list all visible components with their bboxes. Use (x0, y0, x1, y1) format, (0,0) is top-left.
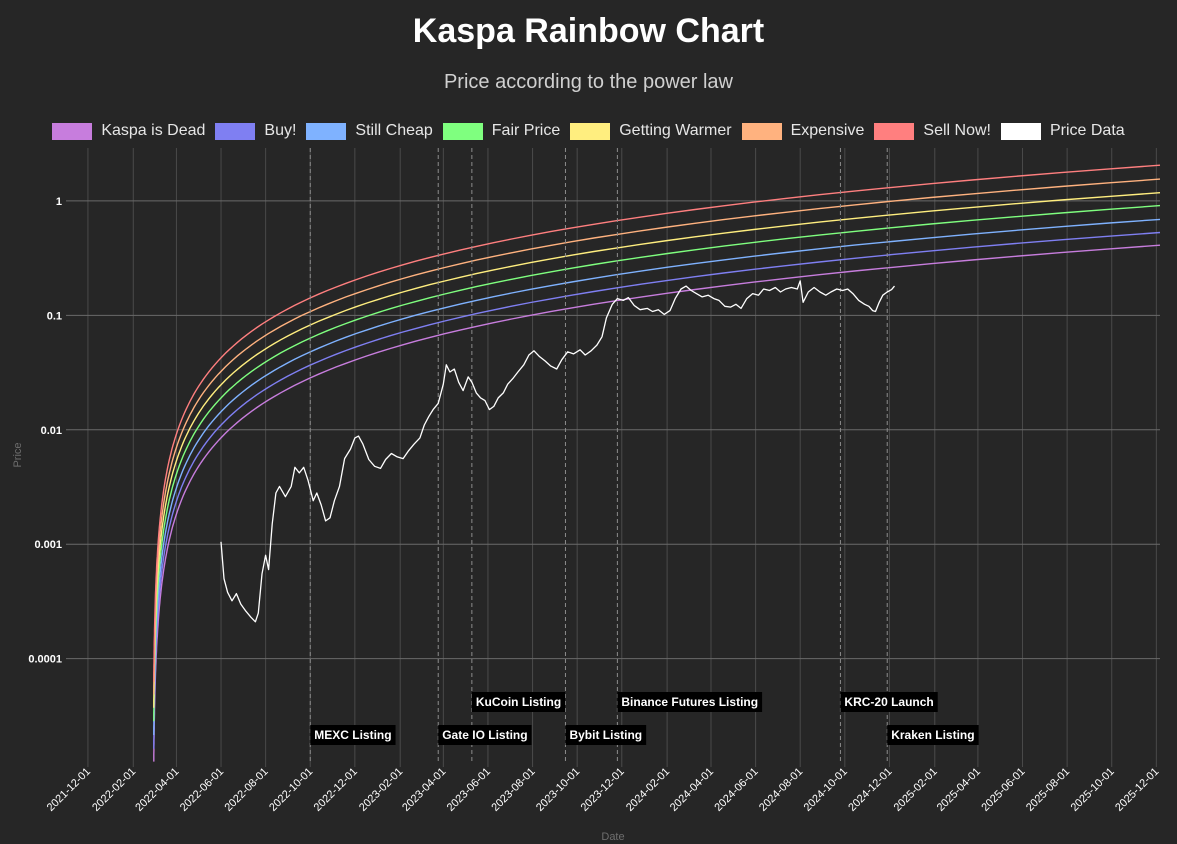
x-tick-label: 2025-06-01 (979, 766, 1027, 814)
price-line (220, 280, 896, 623)
legend-swatch (741, 122, 782, 140)
x-tick-label: 2025-02-01 (892, 766, 940, 814)
legend-item[interactable]: Expensive (741, 122, 865, 140)
event-annotation: MEXC Listing (310, 725, 396, 745)
band-line (153, 244, 1161, 762)
x-tick-label: 2023-06-01 (445, 766, 493, 814)
chart-title: Kaspa Rainbow Chart (412, 12, 765, 50)
x-tick-label: 2023-04-01 (400, 766, 448, 814)
legend-item[interactable]: Kaspa is Dead (52, 122, 205, 140)
event-label: Gate IO Listing (442, 728, 527, 742)
y-axis-title: Price (12, 442, 24, 467)
event-label-box (565, 725, 647, 745)
event-annotation: Binance Futures Listing (617, 692, 763, 712)
legend-item[interactable]: Buy! (215, 122, 296, 140)
x-tick-label: 2022-08-01 (222, 766, 270, 814)
x-tick-label: 2023-10-01 (534, 766, 582, 814)
x-tick-label: 2025-12-01 (1113, 766, 1161, 814)
event-label: KRC-20 Launch (844, 695, 933, 709)
legend-label: Buy! (264, 122, 297, 139)
band-line (153, 164, 1161, 682)
x-tick-label: 2023-12-01 (579, 766, 627, 814)
legend-label: Getting Warmer (619, 122, 732, 139)
x-tick-label: 2024-12-01 (846, 766, 894, 814)
y-tick-label: 1 (56, 196, 62, 208)
legend-item[interactable]: Still Cheap (306, 122, 433, 140)
legend-label: Fair Price (491, 122, 561, 139)
x-tick-label: 2024-02-01 (624, 766, 672, 814)
x-tick-label: 2025-04-01 (935, 766, 983, 814)
legend-label: Still Cheap (355, 122, 433, 139)
legend-label: Kaspa is Dead (101, 122, 206, 139)
x-tick-label: 2021-12-01 (45, 766, 93, 814)
event-label: Binance Futures Listing (621, 695, 758, 709)
event-label-box (471, 692, 566, 712)
event-annotation: Bybit Listing (565, 725, 647, 745)
x-tick-label: 2022-06-01 (178, 766, 226, 814)
legend-item[interactable]: Sell Now! (874, 122, 991, 140)
legend-swatch (52, 122, 93, 140)
event-label-box (310, 725, 396, 745)
event-label-box (617, 692, 763, 712)
event-label: KuCoin Listing (476, 695, 561, 709)
legend-swatch (215, 122, 256, 140)
event-annotation: Gate IO Listing (438, 725, 532, 745)
x-tick-label: 2023-08-01 (489, 766, 537, 814)
legend-swatch (874, 122, 915, 140)
band-line (153, 204, 1161, 722)
event-annotation: KuCoin Listing (471, 692, 566, 712)
legend-swatch (442, 122, 483, 140)
x-tick-label: 2022-10-01 (267, 766, 315, 814)
y-tick-label: 0.01 (41, 425, 62, 437)
x-tick-label: 2024-08-01 (757, 766, 805, 814)
legend-swatch (306, 122, 347, 140)
x-tick-label: 2025-08-01 (1024, 766, 1072, 814)
event-annotation: KRC-20 Launch (840, 692, 938, 712)
x-axis-title: Date (601, 831, 624, 843)
legend-label: Price Data (1049, 122, 1125, 139)
event-label: Kraken Listing (891, 728, 974, 742)
legend-swatch (570, 122, 611, 140)
x-tick-label: 2022-02-01 (90, 766, 138, 814)
legend-item[interactable]: Price Data (1000, 122, 1125, 140)
event-label: MEXC Listing (314, 728, 391, 742)
event-annotation: Kraken Listing (887, 725, 979, 745)
x-tick-label: 2024-04-01 (668, 766, 716, 814)
y-tick-label: 0.1 (47, 310, 62, 322)
chart-legend: Kaspa is Dead Buy! Still Cheap Fair Price Ge… (0, 120, 1177, 142)
chart-subtitle: Price according to the power law (443, 71, 734, 93)
x-tick-label: 2024-06-01 (712, 766, 760, 814)
legend-label: Expensive (790, 122, 865, 139)
x-tick-label: 2024-10-01 (802, 766, 850, 814)
y-tick-label: 0.0001 (28, 654, 62, 666)
legend-item[interactable]: Fair Price (442, 122, 561, 140)
event-label: Bybit Listing (569, 728, 642, 742)
legend-item[interactable]: Getting Warmer (570, 122, 732, 140)
x-tick-label: 2025-10-01 (1069, 766, 1117, 814)
event-label-box (438, 725, 532, 745)
x-tick-label: 2022-12-01 (312, 766, 360, 814)
legend-label: Sell Now! (923, 122, 991, 139)
event-label-box (887, 725, 979, 745)
y-tick-label: 0.001 (34, 539, 62, 551)
event-label-box (840, 692, 938, 712)
x-tick-label: 2022-04-01 (133, 766, 181, 814)
band-line (153, 218, 1161, 735)
legend-swatch (1000, 122, 1041, 140)
x-tick-label: 2023-02-01 (357, 766, 405, 814)
band-line (153, 192, 1161, 708)
